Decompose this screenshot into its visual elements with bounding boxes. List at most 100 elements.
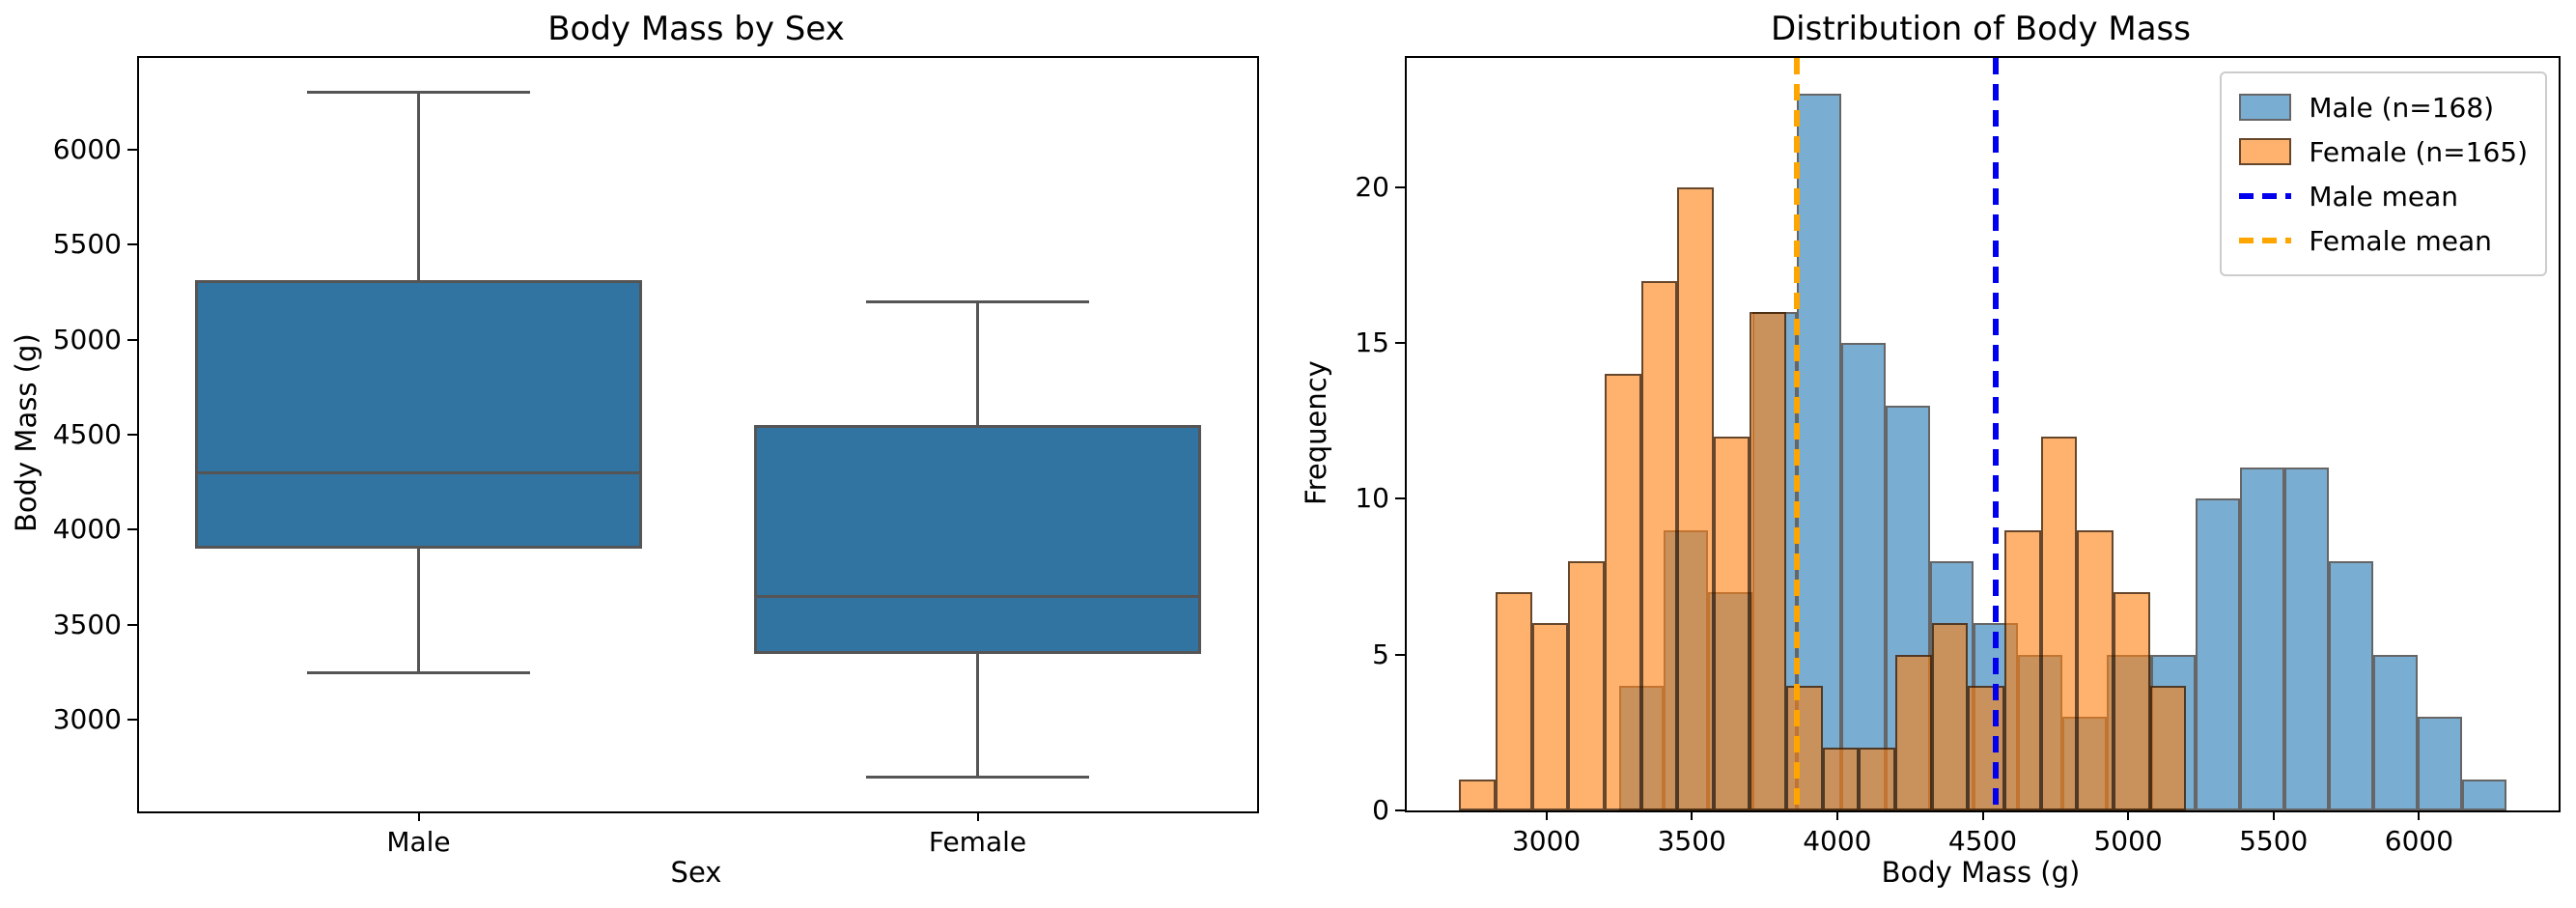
male-hist-bar [2417, 717, 2462, 810]
female-hist-bar [2040, 436, 2078, 810]
y-tick-mark [127, 623, 137, 626]
y-tick-mark [1395, 809, 1405, 811]
legend-label: Male mean [2309, 180, 2458, 213]
legend-item-female-mean: Female mean [2239, 218, 2528, 263]
whisker-lower [976, 653, 979, 778]
histogram-xlabel: Body Mass (g) [1881, 856, 2081, 889]
y-tick-label: 3500 [52, 608, 122, 640]
female-hist-bar [2077, 529, 2114, 810]
whisker-lower [417, 549, 420, 673]
y-tick-label: 20 [1355, 170, 1389, 203]
whisker-cap-min [865, 776, 1090, 780]
x-tick-mark [2127, 810, 2130, 820]
x-tick-mark [976, 811, 979, 821]
x-tick-label: 5000 [2093, 825, 2163, 857]
female-hist-bar [1895, 654, 1932, 810]
y-tick-label: 3000 [52, 703, 122, 736]
x-tick-label: Female [928, 826, 1027, 858]
legend-item-male-mean: Male mean [2239, 174, 2528, 218]
legend-item-female: Female (n=165) [2239, 129, 2528, 174]
histogram-axes: Male (n=168) Female (n=165) Male mean Fe… [1355, 56, 2561, 857]
male-mean-dash-swatch [2239, 193, 2292, 199]
female-hist-bar [1495, 592, 1532, 810]
female-hist-bar [1931, 623, 1969, 810]
female-hist-bar [2114, 592, 2150, 810]
y-tick-mark [127, 148, 137, 151]
y-tick-label: 5 [1372, 638, 1389, 670]
whisker-upper [417, 92, 420, 280]
female-mean-dash-swatch [2239, 238, 2292, 243]
x-tick-mark [1981, 810, 1984, 820]
x-tick-mark [2272, 810, 2275, 820]
histogram-ylabel: Frequency [1300, 360, 1332, 505]
female-mean-line [1794, 58, 1801, 810]
female-hist-bar [1677, 186, 1714, 810]
legend: Male (n=168) Female (n=165) Male mean Fe… [2220, 71, 2547, 276]
female-hist-bar [1459, 779, 1496, 810]
male-hist-bar [2329, 560, 2373, 810]
x-tick-mark [2418, 810, 2421, 820]
x-tick-label: Male [386, 826, 451, 858]
boxplot-title: Body Mass by Sex [547, 10, 845, 48]
y-tick-mark [1395, 497, 1405, 500]
x-tick-label: 6000 [2384, 825, 2454, 857]
boxplot-xlabel: Sex [670, 856, 722, 889]
legend-label: Male (n=168) [2309, 91, 2495, 124]
female-hist-bar [1568, 560, 1605, 810]
legend-label: Female mean [2309, 224, 2492, 257]
y-tick-label: 4000 [52, 513, 122, 546]
histogram-title: Distribution of Body Mass [1771, 10, 2191, 48]
y-tick-mark [127, 243, 137, 246]
male-hist-bar [2196, 498, 2241, 810]
boxplot-axes: 3000 3500 4000 4500 5000 5500 6000 Male Female [53, 56, 1259, 858]
female-hist-bar [1822, 748, 1860, 810]
female-hist-bar [2004, 529, 2041, 810]
male-hist-bar [2284, 468, 2329, 810]
y-tick-label: 10 [1355, 482, 1389, 515]
median-line [194, 470, 643, 474]
x-tick-label: 5500 [2239, 825, 2309, 857]
female-hist-bar [2149, 685, 2187, 810]
y-tick-mark [127, 338, 137, 341]
y-tick-label: 0 [1372, 794, 1389, 826]
male-mean-line [1993, 58, 2000, 810]
y-tick-label: 6000 [52, 132, 122, 165]
iqr-box [194, 279, 643, 550]
female-patch-swatch [2239, 138, 2292, 165]
female-hist-bar [1713, 436, 1750, 810]
whisker-cap-max [865, 299, 1090, 303]
male-hist-bar [2240, 468, 2285, 810]
y-tick-mark [127, 528, 137, 531]
female-hist-bar [1968, 685, 2005, 810]
x-tick-label: 3000 [1511, 825, 1582, 857]
y-tick-label: 5500 [52, 228, 122, 261]
whisker-upper [976, 301, 979, 426]
iqr-box [753, 425, 1202, 654]
legend-label: Female (n=165) [2309, 135, 2528, 168]
male-hist-bar [1840, 343, 1886, 810]
y-tick-mark [1395, 185, 1405, 188]
y-tick-mark [127, 434, 137, 436]
y-tick-mark [127, 719, 137, 722]
y-tick-mark [1395, 342, 1405, 345]
male-patch-swatch [2239, 94, 2292, 121]
y-tick-mark [1395, 653, 1405, 656]
female-hist-bar [1859, 748, 1896, 810]
female-hist-bar [1640, 280, 1678, 810]
female-hist-bar [1604, 374, 1641, 810]
median-line [753, 594, 1202, 598]
female-hist-bar [1750, 311, 1787, 810]
x-tick-mark [417, 811, 420, 821]
legend-item-male: Male (n=168) [2239, 85, 2528, 129]
whisker-cap-max [306, 90, 531, 94]
x-tick-label: 4500 [1947, 825, 2018, 857]
female-hist-bar [1786, 685, 1823, 810]
male-hist-bar [2372, 654, 2418, 810]
male-hist-bar [2461, 779, 2506, 810]
x-tick-mark [1835, 810, 1838, 820]
y-tick-label: 5000 [52, 323, 122, 355]
y-tick-label: 15 [1355, 326, 1389, 359]
x-tick-label: 3500 [1657, 825, 1726, 857]
whisker-cap-min [306, 670, 531, 674]
